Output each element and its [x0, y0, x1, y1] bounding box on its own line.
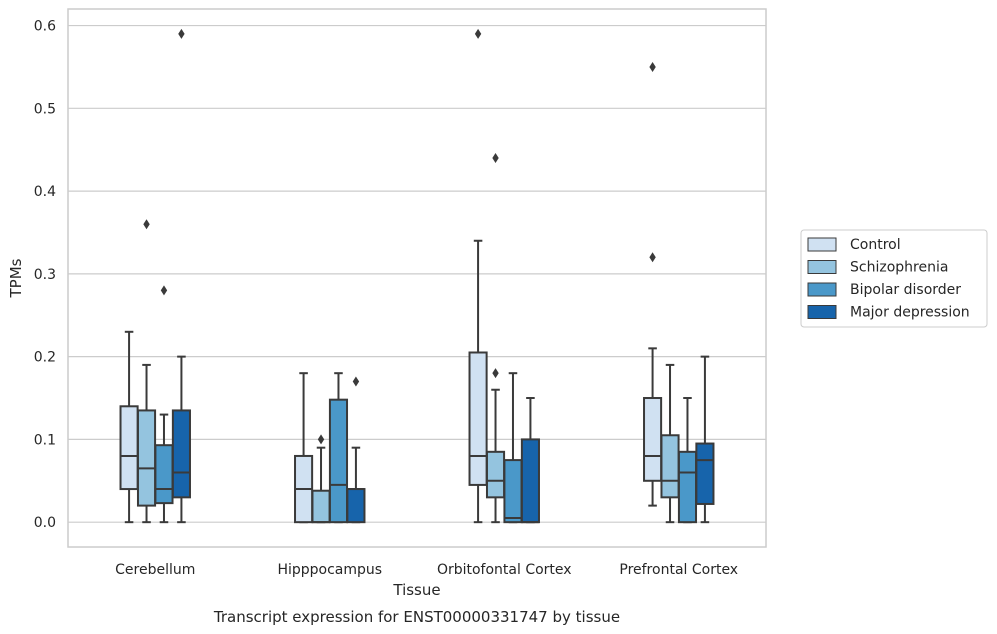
y-tick-label: 0.4: [34, 184, 56, 200]
box-body: [677, 450, 698, 524]
legend-item: Schizophrenia: [807, 260, 948, 276]
box-major-depression: [695, 355, 715, 524]
outlier-point: [143, 219, 150, 230]
legend-swatch: [807, 260, 837, 274]
box-body: [485, 450, 506, 499]
box-major-depression: [171, 28, 191, 524]
box-body: [154, 444, 174, 505]
box-layer: [119, 28, 715, 524]
legend-label: Schizophrenia: [850, 260, 948, 276]
outlier-point: [317, 434, 325, 445]
y-tick-labels: 0.0 0.1 0.2 0.3 0.4 0.5 0.6: [34, 19, 56, 532]
box-control: [294, 372, 314, 524]
legend-label: Major depression: [850, 305, 970, 321]
box-body: [311, 489, 331, 524]
box-body: [520, 438, 540, 524]
outlier-point: [474, 28, 482, 39]
box-body: [171, 409, 191, 499]
box-body: [346, 488, 366, 524]
box-body: [136, 409, 157, 507]
box-major-depression: [346, 376, 366, 524]
outlier-point: [178, 28, 185, 39]
y-tick-label: 0.0: [34, 515, 56, 531]
x-tick-label: Hipppocampus: [277, 562, 382, 578]
outlier-point: [160, 285, 168, 296]
legend-item: Bipolar disorder: [807, 282, 961, 298]
box-major-depression: [520, 397, 540, 524]
x-tick-label: Orbitofontal Cortex: [437, 562, 572, 578]
legend-swatch: [807, 282, 837, 297]
x-tick-label: Prefrontal Cortex: [619, 562, 738, 578]
y-tick-label: 0.1: [34, 432, 56, 448]
legend-label: Control: [850, 237, 901, 253]
y-tick-label: 0.5: [34, 101, 56, 117]
box-schizophrenia: [136, 219, 157, 524]
legend: Control Schizophrenia Bipolar disorder Majo…: [800, 229, 988, 328]
outlier-point: [492, 368, 499, 379]
box-body: [328, 398, 349, 524]
y-axis-title: TPMs: [7, 258, 25, 298]
y-tick-label: 0.2: [34, 350, 56, 366]
box-schizophrenia: [485, 152, 506, 524]
box-control: [119, 330, 139, 524]
box-body: [695, 442, 715, 505]
box-body: [468, 351, 488, 486]
outlier-point: [649, 61, 656, 72]
box-body: [660, 434, 680, 499]
box-schizophrenia: [311, 434, 331, 524]
plot-frame: [67, 8, 767, 548]
box-control: [643, 61, 663, 507]
outlier-point: [352, 376, 360, 387]
legend-item: Major depression: [807, 305, 970, 321]
outlier-point: [649, 252, 656, 263]
legend-item: Control: [807, 237, 901, 253]
box-bipolar-disorder: [328, 372, 349, 524]
box-bipolar-disorder: [677, 397, 698, 524]
chart-title: Transcript expression for ENST0000033174…: [213, 608, 620, 626]
box-body: [643, 397, 663, 482]
box-bipolar-disorder: [154, 285, 174, 524]
y-tick-label: 0.3: [34, 267, 56, 283]
box-body: [503, 459, 523, 524]
legend-label: Bipolar disorder: [850, 282, 961, 298]
legend-items: Control Schizophrenia Bipolar disorder Majo…: [807, 237, 970, 321]
x-tick-labels: Cerebellum Hipppocampus Orbitofontal Corte…: [115, 562, 738, 578]
box-body: [119, 405, 139, 491]
x-tick-label: Cerebellum: [115, 562, 195, 578]
box-schizophrenia: [660, 363, 680, 524]
legend-swatch: [807, 305, 837, 319]
y-tick-label: 0.6: [34, 19, 56, 35]
box-control: [468, 28, 488, 524]
box-bipolar-disorder: [503, 372, 523, 524]
x-axis-title: Tissue: [392, 581, 440, 599]
legend-swatch: [807, 237, 837, 252]
outlier-point: [492, 152, 499, 163]
legend-frame: [800, 229, 988, 328]
